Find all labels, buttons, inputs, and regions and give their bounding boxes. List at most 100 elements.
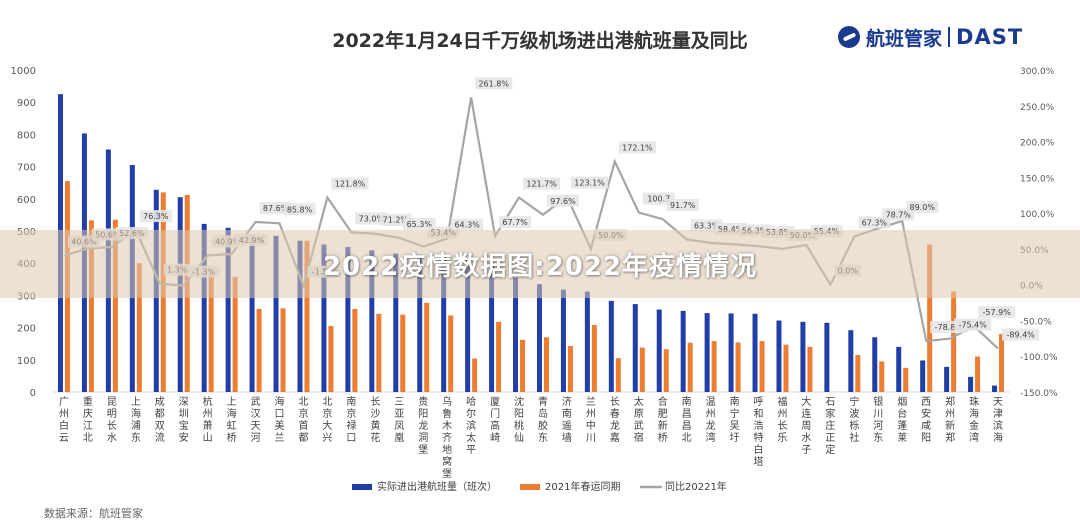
x-category-label-char: 昌 (682, 420, 692, 432)
x-category-label-char: 武 (634, 419, 644, 432)
yoy-data-label: 63.3% (694, 221, 720, 230)
bar-last-year (615, 358, 621, 392)
bar-last-year (903, 367, 909, 392)
x-category-label-char: 乐 (777, 432, 787, 444)
x-category-label-char: 广 (59, 396, 69, 408)
x-category-label-char: 桥 (227, 432, 237, 444)
x-category-label-char: 阳 (921, 432, 931, 444)
x-category-label-char: 平 (466, 445, 476, 456)
bar-last-year (232, 277, 238, 392)
yoy-data-label: 91.7% (670, 201, 696, 210)
x-category-label-char: 口 (346, 433, 356, 444)
bar-last-year (591, 325, 597, 392)
bar-actual (656, 309, 662, 392)
bar-last-year (687, 342, 693, 392)
x-category-label-char: 尔 (466, 407, 476, 420)
bar-actual (848, 330, 854, 392)
legend-label: 同比20221年 (665, 480, 727, 493)
x-category-label-char: 胶 (538, 419, 548, 432)
x-category-label-char: 首 (298, 419, 308, 432)
x-category-label-char: 昆 (107, 396, 117, 408)
x-category-label-char: 海 (969, 407, 979, 420)
bar-last-year (663, 349, 669, 392)
x-category-label-char: 栎 (849, 419, 859, 432)
yoy-label-bg (331, 177, 369, 190)
x-category-label-char: 萧 (203, 420, 213, 432)
x-category-label-char: 木 (442, 420, 452, 432)
yoy-label-bg (906, 200, 939, 213)
bar-last-year (711, 341, 717, 392)
bar-last-year (424, 302, 430, 392)
x-category-label-char: 西 (921, 397, 931, 408)
x-category-label-char: 长 (107, 420, 117, 432)
yoy-label-bg (978, 306, 1016, 319)
x-category-label-char: 湾 (706, 431, 716, 444)
x-category-label-char: 龙 (610, 419, 620, 432)
x-category-label-char: 亚 (394, 409, 404, 420)
x-category-label-char: 大 (801, 395, 811, 408)
bar-actual (896, 346, 902, 392)
x-category-label-char: 天 (993, 397, 1003, 408)
x-category-label-char: 黄 (370, 419, 380, 432)
bar-last-year (807, 346, 813, 392)
x-category-label-char: 美 (275, 419, 285, 432)
x-category-label-char: 石 (825, 397, 835, 408)
bar-last-year (376, 313, 382, 392)
y-right-tick-label: 100.0% (1020, 210, 1055, 220)
x-category-label-char: 桥 (658, 432, 668, 444)
yoy-label-bg (451, 218, 484, 231)
x-category-label-char: 南 (730, 395, 740, 408)
bar-actual (393, 253, 399, 392)
bar-last-year (759, 341, 765, 392)
yoy-data-label: 85.8% (287, 205, 313, 214)
x-category-label-char: 堡 (442, 467, 452, 480)
yoy-data-label: 67.7% (502, 218, 528, 227)
bar-actual (321, 244, 327, 392)
x-category-label-char: 京 (298, 407, 308, 420)
bar-actual (273, 235, 279, 392)
x-category-label-char: 鲁 (442, 407, 452, 420)
y-right-tick-label: 200.0% (1020, 139, 1055, 149)
yoy-data-label: -57.9% (983, 308, 1012, 317)
x-category-label-char: 明 (107, 408, 117, 420)
bar-actual (489, 263, 495, 392)
x-category-label-char: 重 (83, 395, 93, 408)
x-category-label-char: 崎 (490, 431, 500, 444)
x-category-label-char: 海 (275, 395, 285, 408)
bar-actual (872, 337, 878, 392)
x-category-label-char: 山 (203, 432, 213, 444)
x-category-label-char: 圩 (730, 431, 740, 444)
x-category-label-char: 太 (466, 431, 476, 444)
x-category-label-char: 家 (825, 407, 835, 420)
yoy-data-label: -89.4% (1006, 331, 1035, 340)
x-category-label-char: 沙 (370, 408, 380, 420)
yoy-data-label: 78.7% (886, 210, 912, 219)
yoy-data-label: 71.2% (383, 216, 409, 225)
bar-last-year (472, 358, 478, 392)
x-category-label-char: 定 (825, 443, 835, 456)
yoy-label-bg (283, 203, 316, 216)
x-category-label-char: 上 (131, 396, 141, 408)
bar-last-year (639, 347, 645, 392)
x-category-label-char: 滨 (993, 419, 1003, 432)
bar-last-year (855, 354, 861, 392)
x-category-label-char: 虹 (227, 420, 237, 432)
x-category-label-char: 双 (155, 420, 165, 432)
bar-actual (968, 376, 974, 392)
x-category-label-char: 太 (634, 395, 644, 408)
logo-en-text: DAST (956, 25, 1024, 49)
bar-last-year (352, 308, 358, 392)
yoy-data-label: 67.3% (862, 219, 888, 228)
x-category-label-char: 和 (754, 408, 764, 420)
x-category-label-char: 浦 (131, 419, 141, 432)
airplane-logo-icon (838, 26, 860, 48)
brand-logo: 航班管家 DAST (838, 22, 1023, 52)
y-left-tick-label: 1000 (11, 66, 36, 77)
yoy-data-label: 73.0% (359, 214, 385, 223)
bar-actual (632, 304, 638, 392)
bar-actual (297, 240, 303, 392)
x-category-label-char: 南 (562, 407, 572, 420)
yoy-data-label: 65.3% (407, 220, 433, 229)
x-category-label-char: 贵 (418, 395, 428, 408)
